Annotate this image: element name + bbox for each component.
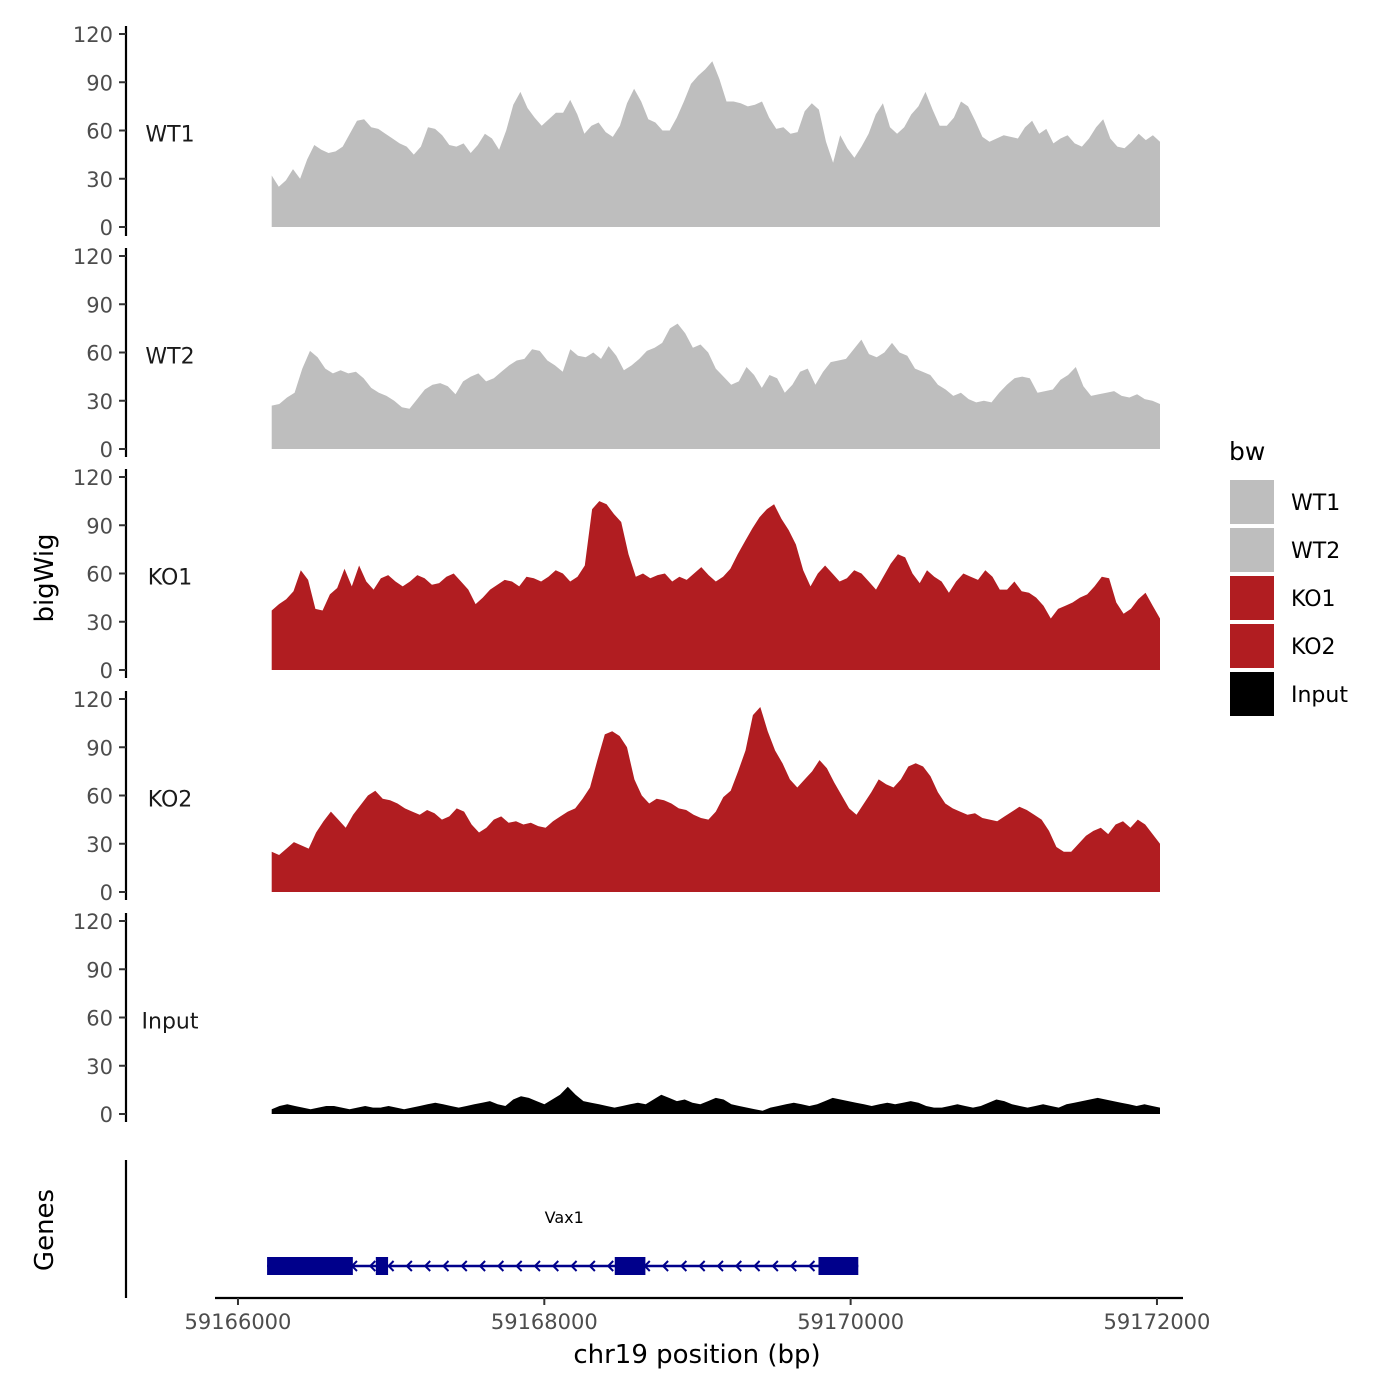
- y-tick-label: 30: [86, 390, 113, 414]
- x-tick-label: 59166000: [185, 1310, 292, 1334]
- legend-key-wt1: [1230, 480, 1274, 524]
- y-tick-label: 30: [86, 611, 113, 635]
- gene-exon: [267, 1257, 353, 1275]
- y-tick-label: 60: [86, 1007, 113, 1031]
- x-axis: 59166000 59168000 59170000 59172000: [185, 1296, 1211, 1334]
- strand-arrow: [661, 1260, 669, 1272]
- genes-panel: Vax1: [124, 1160, 859, 1298]
- y-tick-label: 120: [73, 910, 113, 934]
- strand-arrow: [533, 1260, 541, 1272]
- legend-label-ko1: KO1: [1291, 587, 1336, 612]
- strand-arrow: [405, 1260, 413, 1272]
- strand-arrow: [679, 1260, 688, 1272]
- strand-arrow: [368, 1260, 376, 1272]
- track-ko2: 0 30 60 90 120 KO2: [73, 688, 1160, 905]
- legend-key-ko2: [1230, 624, 1274, 668]
- y-tick-label: 60: [86, 120, 113, 144]
- y-tick-label: 60: [86, 563, 113, 587]
- legend-key-input: [1230, 672, 1274, 716]
- y-tick-label: 0: [100, 881, 113, 905]
- strand-arrow: [716, 1260, 724, 1272]
- y-axis-title: bigWig: [30, 533, 60, 622]
- gene-exon: [818, 1257, 859, 1275]
- legend-key-ko1: [1230, 576, 1274, 620]
- signal-area-ko1: [271, 501, 1160, 670]
- track-ko1: 0 30 60 90 120 KO1: [73, 466, 1160, 683]
- y-tick-label: 30: [86, 1055, 113, 1079]
- gene-exon: [375, 1257, 389, 1275]
- y-tick-label: 60: [86, 342, 113, 366]
- y-tick-label: 60: [86, 785, 113, 809]
- y-tick-label: 30: [86, 168, 113, 192]
- legend-label-ko2: KO2: [1291, 635, 1336, 660]
- strand-arrow: [753, 1260, 761, 1272]
- y-tick-label: 120: [73, 23, 113, 47]
- legend-label-wt2: WT2: [1291, 539, 1340, 564]
- strand-arrow: [789, 1260, 797, 1272]
- strand-arrow: [606, 1260, 614, 1272]
- legend-key-wt2: [1230, 528, 1274, 572]
- legend-title: bw: [1229, 437, 1265, 466]
- strand-arrow: [570, 1260, 578, 1272]
- strand-arrow: [771, 1260, 779, 1272]
- x-axis-title: chr19 position (bp): [573, 1340, 820, 1370]
- track-label: WT1: [145, 123, 194, 148]
- y-tick-label: 90: [86, 958, 113, 982]
- strand-arrow: [551, 1260, 559, 1272]
- track-label: KO1: [148, 566, 193, 591]
- legend-label-wt1: WT1: [1291, 491, 1340, 516]
- strand-arrow: [478, 1260, 486, 1272]
- signal-area-input: [271, 1086, 1160, 1114]
- strand-arrow: [588, 1260, 596, 1272]
- y-tick-label: 120: [73, 688, 113, 712]
- strand-arrow: [423, 1260, 431, 1272]
- y-tick-label: 0: [100, 659, 113, 683]
- y-tick-label: 120: [73, 245, 113, 269]
- strand-arrow: [734, 1260, 742, 1272]
- strand-arrow: [387, 1260, 395, 1272]
- x-tick-label: 59168000: [491, 1310, 598, 1334]
- signal-area-ko2: [271, 707, 1160, 892]
- y-tick-label: 0: [100, 438, 113, 462]
- track-label: KO2: [148, 788, 193, 813]
- strand-arrow: [808, 1260, 816, 1272]
- y-tick-label: 30: [86, 833, 113, 857]
- y-tick-label: 0: [100, 216, 113, 240]
- legend: bw WT1 WT2 KO1 KO2 Input: [1229, 437, 1348, 716]
- x-tick-label: 59172000: [1104, 1310, 1211, 1334]
- strand-arrow: [442, 1260, 450, 1272]
- y-tick-label: 90: [86, 736, 113, 760]
- y-tick-label: 90: [86, 71, 113, 95]
- y-tick-label: 90: [86, 514, 113, 538]
- signal-area-wt1: [271, 61, 1160, 227]
- y-tick-label: 120: [73, 466, 113, 490]
- y-tick-label: 90: [86, 293, 113, 317]
- track-label: WT2: [145, 345, 194, 370]
- gene-label: Vax1: [545, 1208, 584, 1227]
- track-wt2: 0 30 60 90 120 WT2: [73, 245, 1160, 462]
- strand-arrow: [515, 1260, 523, 1272]
- strand-arrow: [460, 1260, 468, 1272]
- signal-area-wt2: [271, 323, 1160, 449]
- strand-arrow: [698, 1260, 706, 1272]
- legend-label-input: Input: [1291, 683, 1348, 708]
- x-tick-label: 59170000: [797, 1310, 904, 1334]
- track-panels: 0306090120WT10306090120WT20306090120KO10…: [73, 23, 1160, 1127]
- genes-axis-title: Genes: [30, 1189, 60, 1271]
- track-label: Input: [142, 1010, 199, 1035]
- track-wt1: 0 30 60 90 120 WT1: [73, 23, 1160, 240]
- gene-exon: [614, 1257, 646, 1275]
- y-tick-label: 0: [100, 1103, 113, 1127]
- strand-arrow: [496, 1260, 505, 1272]
- track-input: 0 30 60 90 120 Input: [73, 910, 1160, 1127]
